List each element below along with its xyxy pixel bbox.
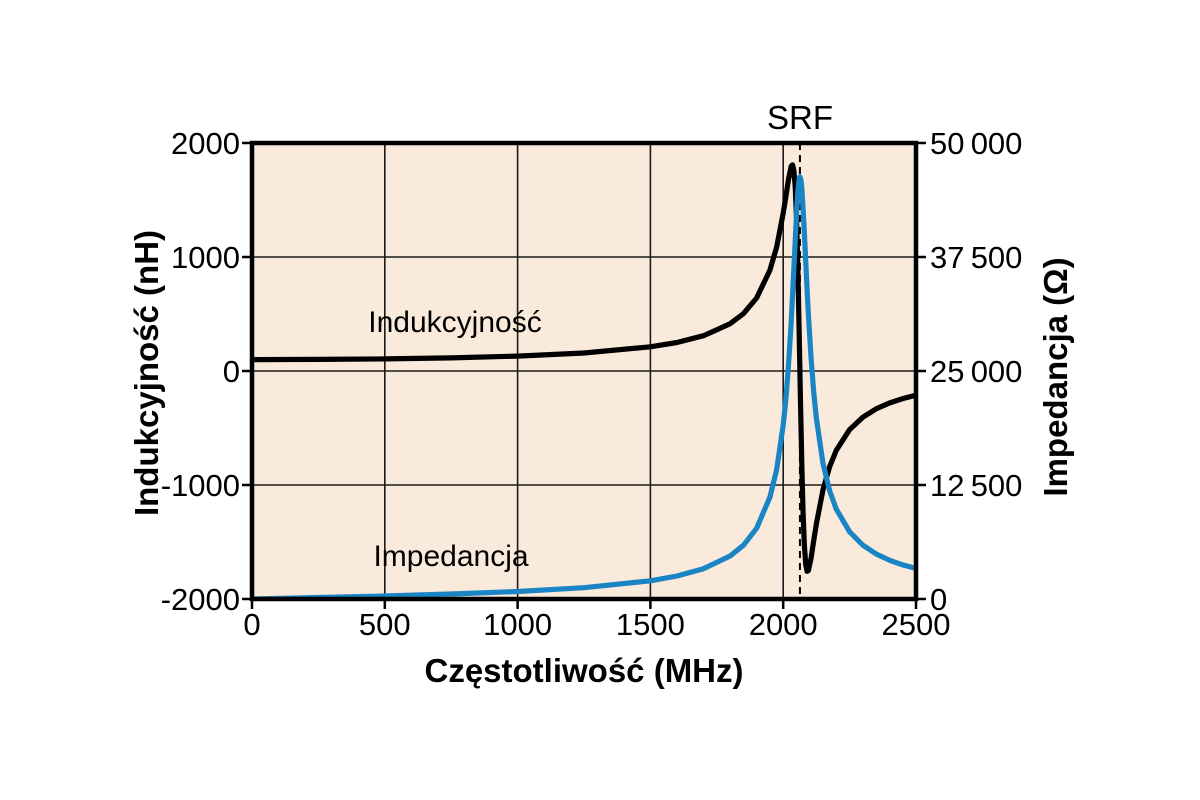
y-left-tick-label: 1000	[171, 240, 240, 275]
x-tick-label: 500	[358, 607, 411, 642]
y-right-tick-label: 50 000	[930, 126, 1023, 161]
y-right-tick-label: 12 500	[930, 468, 1023, 503]
impedance-curve	[252, 174, 916, 599]
y-right-tick-label: 0	[930, 582, 948, 617]
x-tick-label: 1000	[483, 607, 553, 642]
y-right-tick-label: 25 000	[930, 354, 1023, 389]
x-tick-label: 1500	[615, 607, 685, 642]
x-tick-label: 0	[243, 607, 261, 642]
impedance-series-label: Impedancja	[373, 540, 529, 573]
srf-annotation: SRF	[767, 99, 833, 136]
x-tick-label: 2000	[748, 607, 818, 642]
x-axis-title: Częstotliwość (MHz)	[424, 652, 744, 689]
y-left-tick-label: -1000	[160, 468, 240, 503]
y-left-axis-title: Indukcyjność (nH)	[128, 229, 165, 517]
x-tick-label: 2500	[881, 607, 951, 642]
y-left-tick-label: 0	[222, 354, 240, 389]
y-left-tick-label: 2000	[171, 126, 240, 161]
inductance-series-label: Indukcyjność	[368, 306, 542, 339]
y-right-axis-title: Impedancja (Ω)	[1037, 257, 1074, 497]
y-right-tick-label: 37 500	[930, 240, 1023, 275]
y-left-tick-label: -2000	[160, 582, 240, 617]
plot-border	[249, 140, 919, 602]
